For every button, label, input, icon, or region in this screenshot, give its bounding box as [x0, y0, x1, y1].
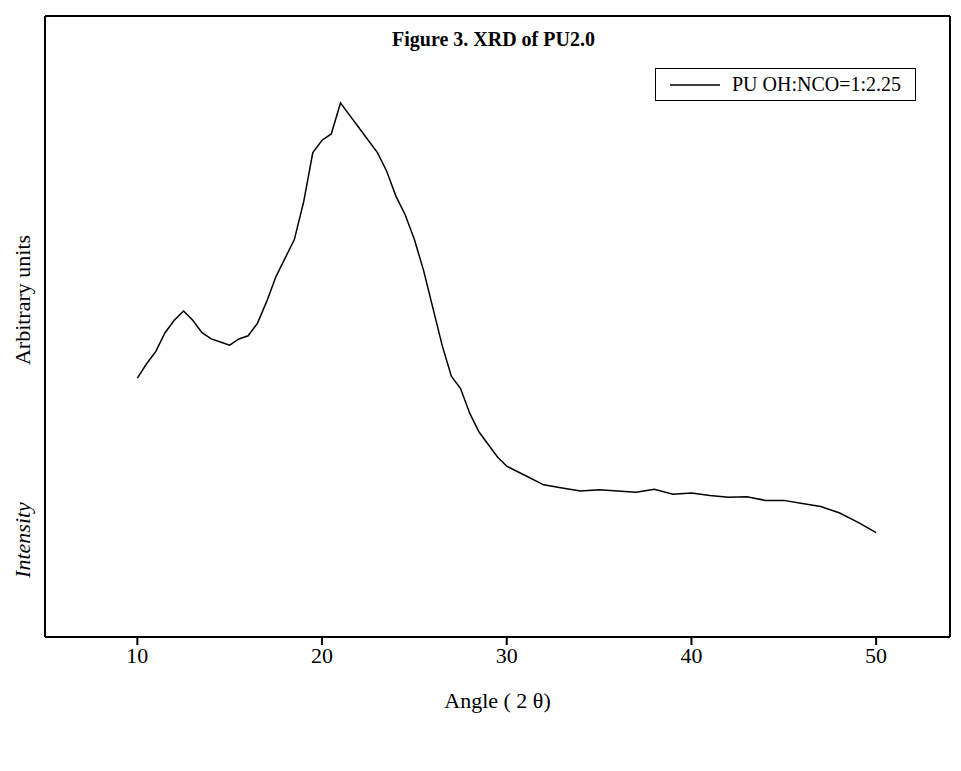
html-text:PU OH:NCO=1:2.25: PU OH:NCO=1:2.25: [731, 73, 901, 95]
svg-text:Angle ( 2 θ): Angle ( 2 θ): [444, 688, 550, 713]
svg-text:Arbitrary units: Arbitrary units: [10, 235, 35, 365]
svg-text:40: 40: [680, 643, 702, 668]
svg-text:10: 10: [126, 643, 148, 668]
svg-text:20: 20: [311, 643, 333, 668]
svg-text:Intensity: Intensity: [10, 502, 35, 579]
svg-text:50: 50: [865, 643, 887, 668]
html-text:Figure 3. XRD of PU2.0: Figure 3. XRD of PU2.0: [392, 28, 595, 50]
svg-text:30: 30: [496, 643, 518, 668]
